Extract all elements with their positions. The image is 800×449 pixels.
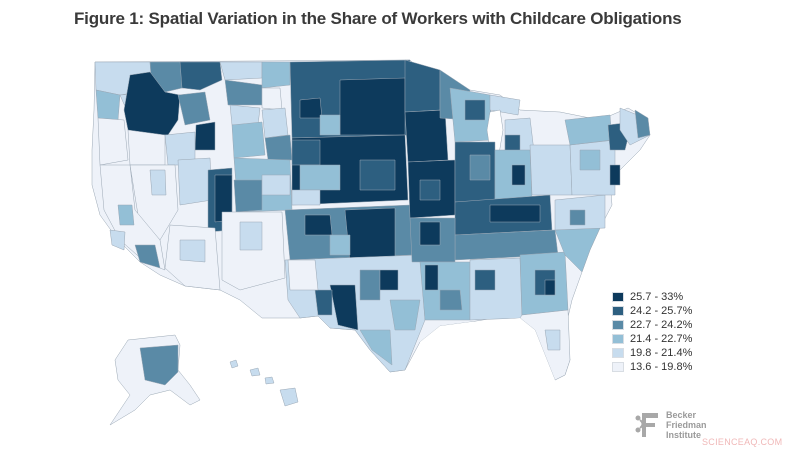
map-legend: 25.7 - 33% 24.2 - 25.7% 22.7 - 24.2% 21.…	[612, 290, 692, 374]
logo-text: Becker Friedman Institute	[666, 410, 707, 440]
legend-item: 22.7 - 24.2%	[612, 318, 692, 332]
legend-item: 24.2 - 25.7%	[612, 304, 692, 318]
legend-item: 25.7 - 33%	[612, 290, 692, 304]
legend-item: 13.6 - 19.8%	[612, 360, 692, 374]
legend-label: 22.7 - 24.2%	[630, 319, 693, 331]
legend-swatch	[612, 320, 624, 330]
legend-label: 24.2 - 25.7%	[630, 305, 693, 317]
legend-label: 25.7 - 33%	[630, 291, 684, 303]
legend-swatch	[612, 348, 624, 358]
legend-swatch	[612, 292, 624, 302]
bfi-logo-icon	[635, 413, 658, 437]
logo-line-3: Institute	[666, 430, 701, 440]
becker-friedman-logo: Becker Friedman Institute	[634, 410, 707, 440]
legend-swatch	[612, 334, 624, 344]
legend-label: 21.4 - 22.7%	[630, 333, 693, 345]
legend-label: 13.6 - 19.8%	[630, 361, 693, 373]
legend-item: 21.4 - 22.7%	[612, 332, 692, 346]
legend-item: 19.8 - 21.4%	[612, 346, 692, 360]
legend-swatch	[612, 362, 624, 372]
watermark: SCIENCEAQ.COM	[702, 437, 783, 447]
logo-line-2: Friedman	[666, 420, 707, 430]
legend-swatch	[612, 306, 624, 316]
legend-label: 19.8 - 21.4%	[630, 347, 693, 359]
us-choropleth-map	[91, 59, 651, 426]
logo-line-1: Becker	[666, 410, 697, 420]
figure-title: Figure 1: Spatial Variation in the Share…	[74, 9, 682, 28]
hawaii	[229, 359, 239, 369]
